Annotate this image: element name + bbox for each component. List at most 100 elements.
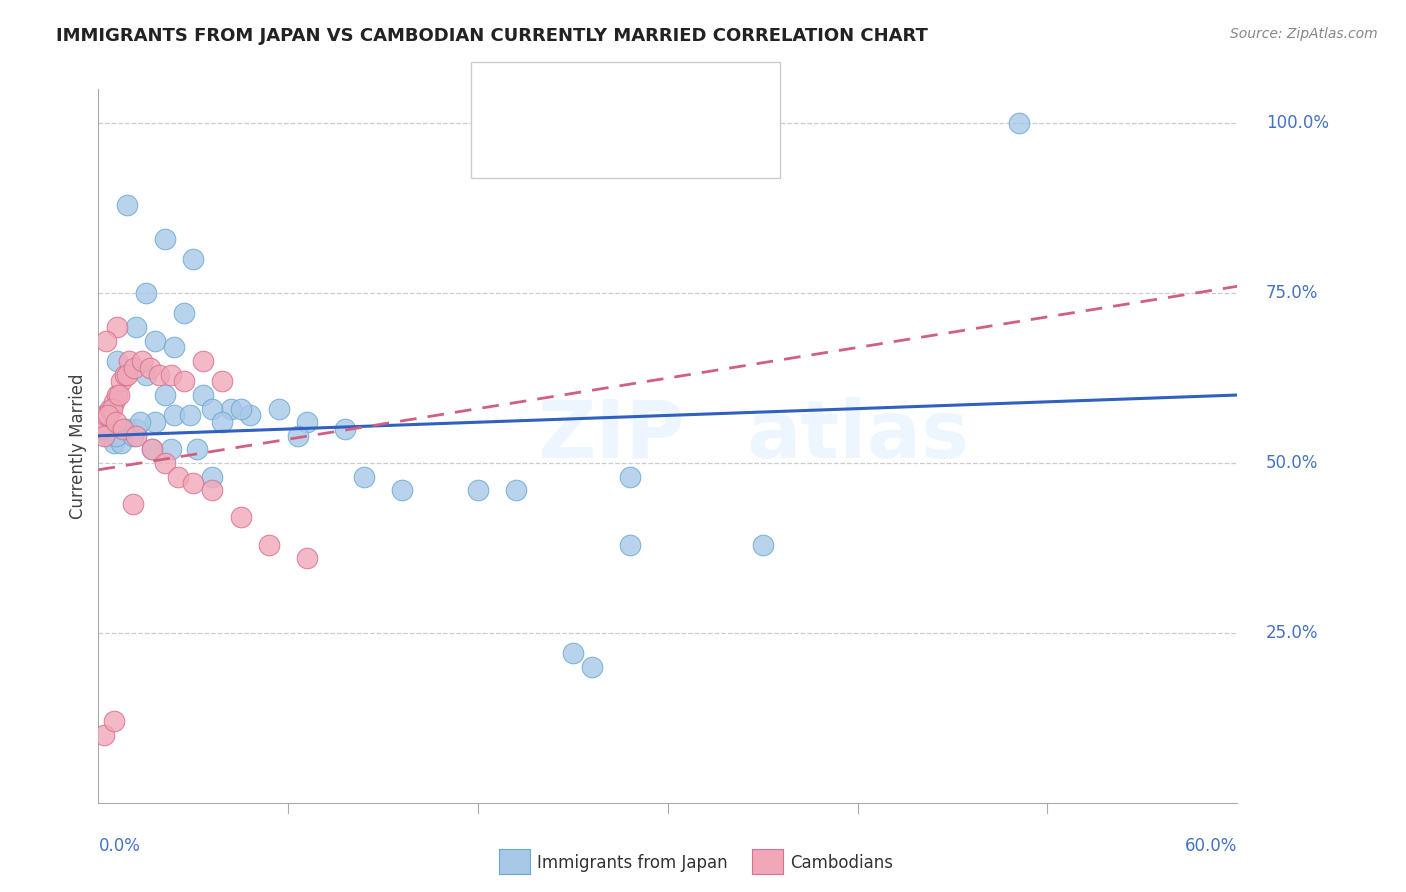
Point [562, 646, 585, 660]
Point [98, 401, 121, 416]
Text: 25.0%: 25.0% [1265, 624, 1319, 642]
Text: R =: R = [531, 95, 568, 112]
Point [186, 442, 208, 457]
Point [114, 368, 136, 382]
Text: N = 37: N = 37 [623, 136, 685, 154]
Point [97, 409, 120, 423]
Point [229, 510, 252, 524]
Point [107, 429, 129, 443]
Text: Cambodians: Cambodians [790, 855, 893, 872]
Point [121, 429, 143, 443]
Y-axis label: Currently Married: Currently Married [69, 373, 87, 519]
Point [135, 368, 157, 382]
Point [191, 388, 214, 402]
Point [153, 232, 176, 246]
Point [110, 435, 132, 450]
Point [125, 429, 148, 443]
Point [163, 341, 186, 355]
Text: IMMIGRANTS FROM JAPAN VS CAMBODIAN CURRENTLY MARRIED CORRELATION CHART: IMMIGRANTS FROM JAPAN VS CAMBODIAN CURRE… [56, 27, 928, 45]
Point [94, 409, 117, 423]
Text: R =: R = [531, 136, 572, 154]
Point [100, 401, 122, 416]
Text: 100.0%: 100.0% [1265, 114, 1329, 132]
Point [211, 415, 233, 429]
Point [191, 354, 214, 368]
Point [141, 442, 163, 457]
Text: Source: ZipAtlas.com: Source: ZipAtlas.com [1230, 27, 1378, 41]
Point [159, 442, 181, 457]
Point [115, 198, 138, 212]
Point [581, 660, 603, 674]
Point [125, 320, 148, 334]
Point [619, 469, 641, 483]
Point [173, 306, 195, 320]
Point [179, 409, 201, 423]
Point [110, 375, 132, 389]
Point [104, 429, 127, 443]
Point [153, 456, 176, 470]
Point [167, 469, 190, 483]
Text: 0.110: 0.110 [572, 136, 624, 154]
Text: 0.047: 0.047 [567, 95, 619, 112]
Point [135, 286, 157, 301]
Point [124, 360, 146, 375]
Point [173, 375, 195, 389]
Point [287, 429, 309, 443]
Text: Immigrants from Japan: Immigrants from Japan [537, 855, 728, 872]
Point [148, 368, 170, 382]
Point [107, 320, 129, 334]
Point [121, 497, 143, 511]
Point [201, 401, 224, 416]
Point [163, 409, 186, 423]
Point [619, 537, 641, 551]
Point [259, 537, 281, 551]
Point [221, 401, 243, 416]
Point [112, 422, 135, 436]
Point [153, 388, 176, 402]
Point [103, 714, 125, 729]
Text: ZIP: ZIP [537, 397, 685, 475]
Point [107, 354, 129, 368]
Point [138, 360, 160, 375]
Point [118, 354, 141, 368]
Point [505, 483, 527, 498]
Point [353, 469, 375, 483]
Point [103, 394, 125, 409]
Point [297, 551, 319, 566]
Point [93, 409, 115, 423]
Point [201, 483, 224, 498]
Point [1008, 116, 1031, 130]
Point [391, 483, 413, 498]
Text: 0.0%: 0.0% [98, 837, 141, 855]
Point [93, 429, 115, 443]
Point [239, 409, 262, 423]
Point [125, 422, 148, 436]
Point [211, 375, 233, 389]
Point [91, 422, 114, 436]
Point [115, 422, 138, 436]
Point [159, 368, 181, 382]
Point [183, 476, 205, 491]
Point [145, 334, 167, 348]
Point [103, 435, 125, 450]
Point [131, 354, 153, 368]
Text: 75.0%: 75.0% [1265, 284, 1319, 302]
Point [107, 388, 129, 402]
Point [335, 422, 357, 436]
Point [94, 334, 117, 348]
Point [129, 415, 152, 429]
Text: 60.0%: 60.0% [1185, 837, 1237, 855]
Point [297, 415, 319, 429]
Text: 50.0%: 50.0% [1265, 454, 1319, 472]
Text: atlas: atlas [747, 397, 969, 475]
Point [752, 537, 775, 551]
Point [115, 368, 138, 382]
Point [104, 415, 127, 429]
Point [267, 401, 290, 416]
Point [98, 422, 121, 436]
Point [229, 401, 252, 416]
Text: N = 49: N = 49 [623, 95, 685, 112]
Point [108, 388, 131, 402]
Point [97, 429, 120, 443]
Point [183, 252, 205, 266]
